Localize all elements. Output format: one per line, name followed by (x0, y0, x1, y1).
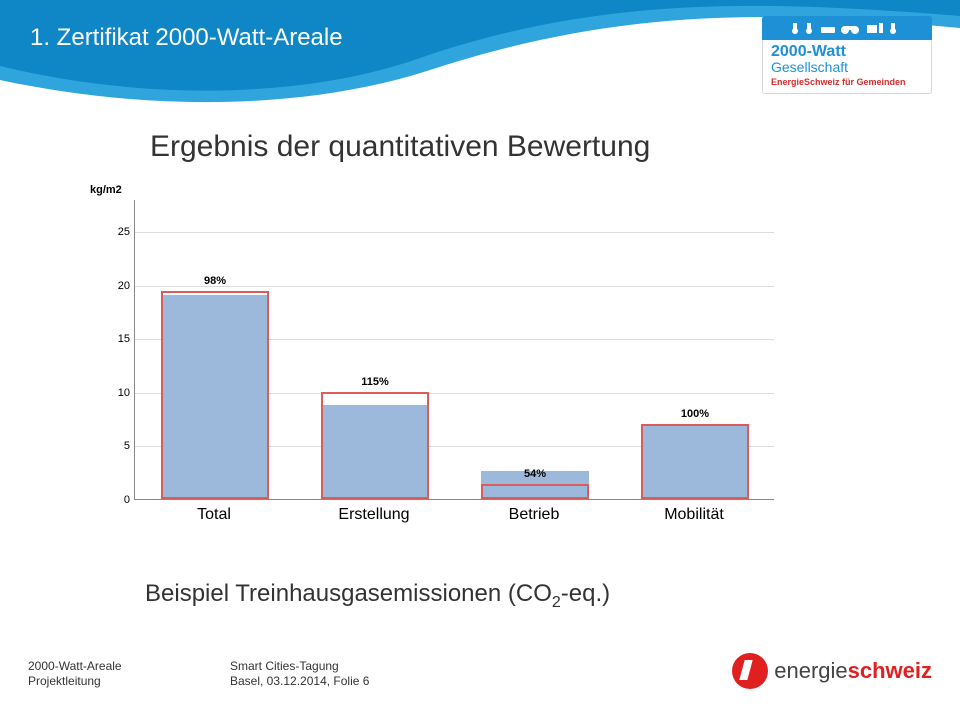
chart-caption: Beispiel Treinhausgasemissionen (CO2-eq.… (145, 580, 610, 612)
chart-x-category: Mobilität (629, 506, 759, 524)
slide-root: 1. Zertifikat 2000-Watt-Areale 2000-Watt… (0, 0, 960, 707)
chart-bar-group: 98% (149, 199, 280, 499)
chart-percent-label: 54% (469, 468, 600, 480)
footer-left-line1: 2000-Watt-Areale (28, 659, 122, 674)
chart-container: kg/m2 98%115%54%100% 0510152025TotalErst… (90, 190, 790, 550)
caption-before: Beispiel Treinhausgasemissionen (CO (145, 580, 552, 607)
chart-x-category: Total (149, 506, 279, 524)
footer-left: 2000-Watt-Areale Projektleitung (28, 659, 122, 689)
brand-logo-strip-icon (762, 16, 932, 40)
chart-y-tick-label: 15 (90, 333, 130, 345)
slide-headline: Ergebnis der quantitativen Bewertung (150, 130, 650, 164)
chart-bar-group: 100% (629, 199, 760, 499)
caption-subscript: 2 (552, 594, 561, 611)
footer-mid-line2: Basel, 03.12.2014, Folie 6 (230, 674, 369, 689)
chart-percent-label: 98% (149, 275, 280, 287)
section-title: 1. Zertifikat 2000-Watt-Areale (30, 24, 343, 52)
energieschweiz-icon (732, 653, 768, 689)
chart-x-category: Erstellung (309, 506, 439, 524)
chart-bar-target (321, 392, 428, 499)
energieschweiz-text: energieschweiz (774, 658, 932, 684)
chart-y-tick-label: 20 (90, 280, 130, 292)
chart-percent-label: 100% (629, 408, 760, 420)
footer-left-line2: Projektleitung (28, 674, 122, 689)
chart-y-tick-label: 10 (90, 387, 130, 399)
chart-y-tick-label: 0 (90, 494, 130, 506)
chart-percent-label: 115% (309, 376, 440, 388)
chart-y-tick-label: 25 (90, 226, 130, 238)
brand-line2: Gesellschaft (771, 60, 923, 75)
chart-y-axis-title: kg/m2 (90, 184, 122, 196)
brand-tagline: EnergieSchweiz für Gemeinden (771, 77, 923, 87)
chart-y-tick-label: 5 (90, 440, 130, 452)
chart-plot-area: 98% 115% 54% 100% (134, 200, 774, 500)
chart-bar-target (481, 484, 588, 499)
chart-bar-group: 54% (469, 199, 600, 499)
brand-logo-2000watt: 2000-Watt Gesellschaft EnergieSchweiz fü… (762, 16, 932, 94)
caption-after: -eq.) (561, 580, 610, 607)
chart-x-category: Betrieb (469, 506, 599, 524)
footer-mid-line1: Smart Cities-Tagung (230, 659, 369, 674)
chart-bar-target (641, 424, 748, 499)
footer-logo-energieschweiz: energieschweiz (732, 653, 932, 689)
footer-mid: Smart Cities-Tagung Basel, 03.12.2014, F… (230, 659, 369, 689)
chart-bar-target (161, 291, 268, 499)
chart-bar-group: 115% (309, 199, 440, 499)
brand-line1: 2000-Watt (771, 44, 923, 60)
